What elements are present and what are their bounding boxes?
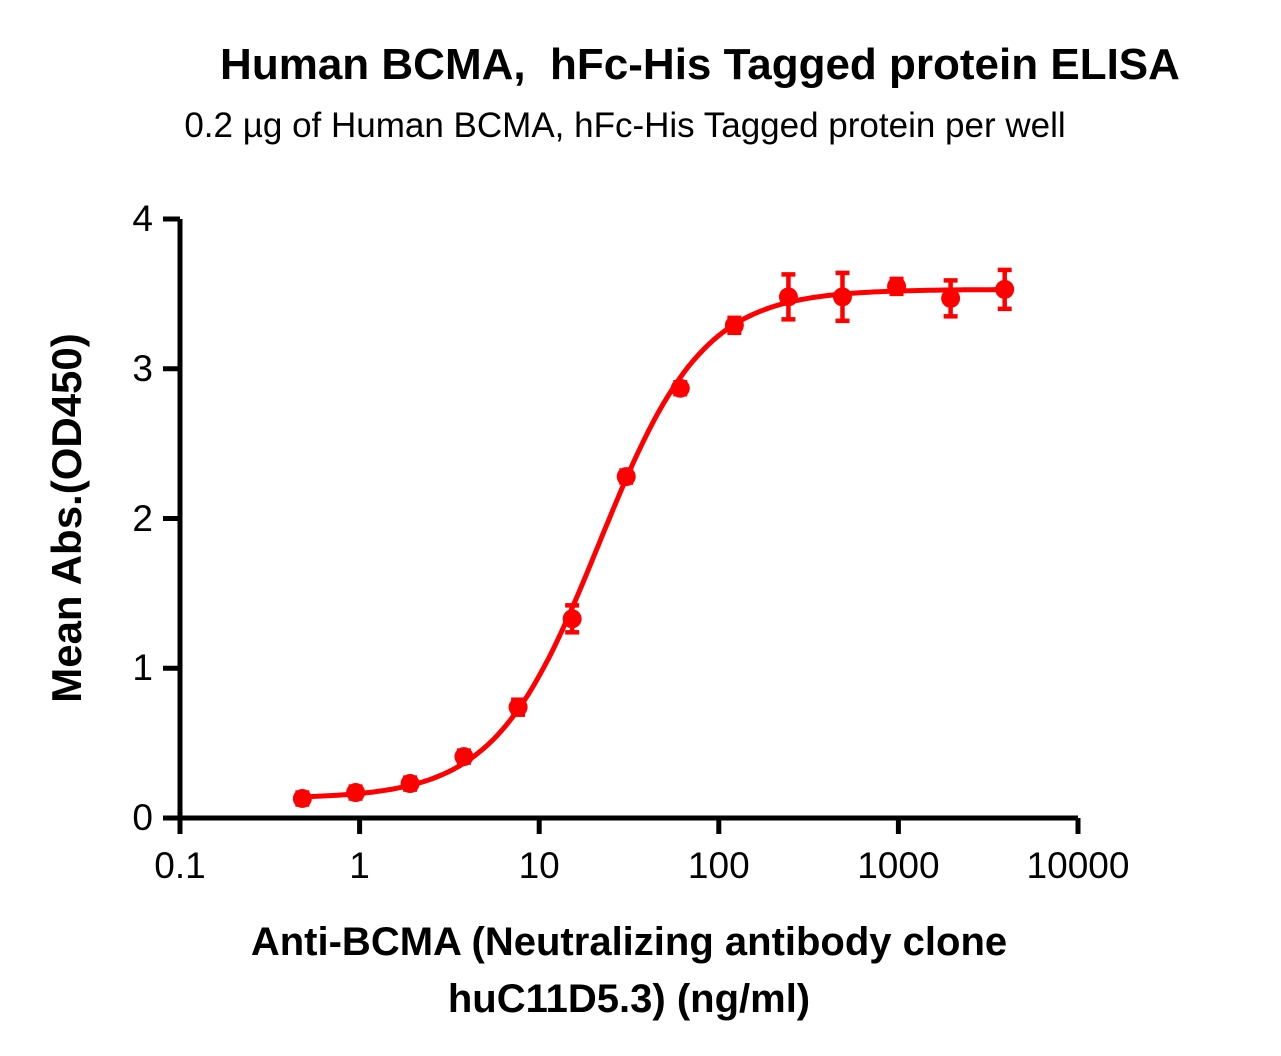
x-tick-label-10000: 10000: [1026, 845, 1130, 886]
data-point-marker: [292, 789, 312, 809]
axis-lines: [177, 219, 1078, 821]
x-axis-label: Anti-BCMA (Neutralizing antibody clone h…: [129, 914, 1129, 1028]
data-point-marker: [887, 276, 907, 296]
x-axis-label-line1: Anti-BCMA (Neutralizing antibody clone: [250, 920, 1008, 964]
fit-curve: [302, 287, 1005, 800]
data-point-marker: [778, 287, 798, 307]
data-point-marker: [832, 287, 852, 307]
data-point-marker: [941, 288, 961, 308]
data-point-marker: [400, 774, 420, 794]
x-tick-label-100: 100: [687, 845, 750, 886]
data-point-marker: [616, 467, 636, 487]
x-tick-label-10: 10: [518, 845, 560, 886]
x-axis-label-line2: huC11D5.3) (ng/ml): [447, 977, 811, 1021]
x-tick-label-1000: 1000: [857, 845, 940, 886]
data-point-marker: [508, 697, 528, 717]
data-point-marker: [562, 609, 582, 629]
x-tick-label-0.1: 0.1: [154, 845, 206, 886]
y-tick-label-1: 1: [132, 647, 153, 689]
y-tick-label-4: 4: [132, 198, 153, 239]
data-point-marker: [995, 279, 1015, 299]
data-point-marker: [724, 315, 744, 335]
y-tick-label-2: 2: [132, 497, 153, 539]
chart-subtitle: 0.2 µg of Human BCMA, hFc-His Tagged pro…: [184, 106, 1066, 145]
data-point-marker: [670, 378, 690, 398]
data-point-marker: [454, 747, 474, 767]
y-tick-label-0: 0: [132, 797, 153, 838]
y-tick-label-3: 3: [132, 347, 153, 389]
data-point-marker: [346, 783, 366, 803]
x-tick-label-1: 1: [349, 845, 370, 886]
chart-title: Human BCMA, hFc-His Tagged protein ELISA: [220, 40, 1180, 89]
